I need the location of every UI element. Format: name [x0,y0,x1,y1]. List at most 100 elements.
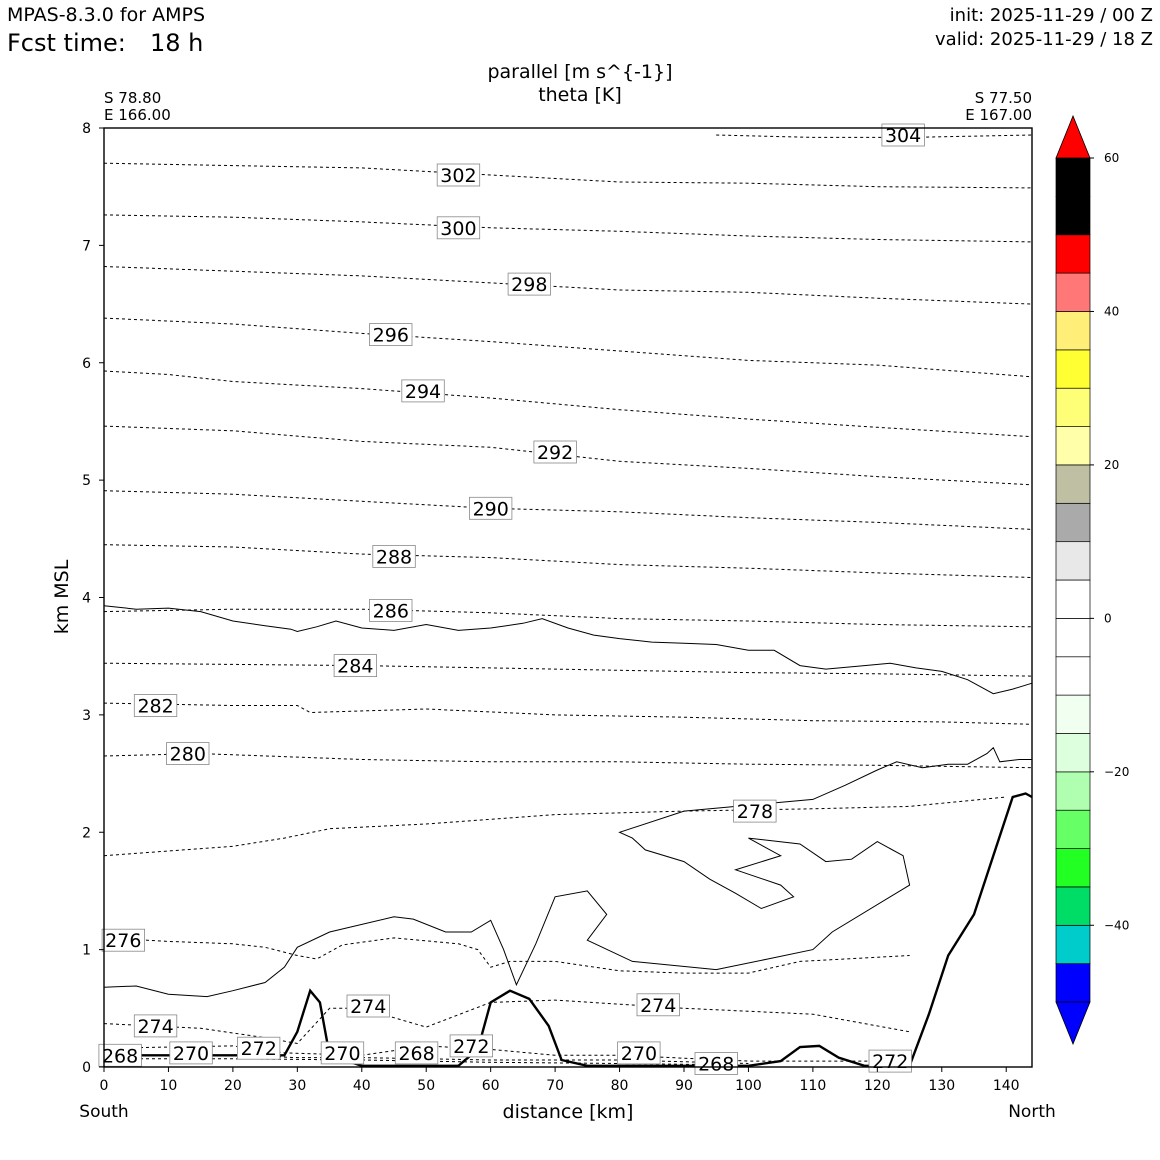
colorbar-segment-50 [1055,196,1091,236]
contour-label-box-270 [169,1041,213,1065]
contour-label-box-282 [133,694,178,717]
colorbar-segment-0 [1055,579,1091,619]
colorbar-segment-5 [1055,541,1091,581]
contour-label-box-290 [468,496,513,520]
theta-contour-300 [103,214,1033,243]
contour-label-box-300 [436,216,481,240]
colorbar-tick-label-0: 0 [1104,611,1112,625]
x-tick-label-60: 60 [482,1078,500,1094]
contour-label-268: 268 [398,1043,434,1065]
theta-contour-labels: 304 302 300 298 296 294 292 290 288 286 284 282 280 2… [98,123,925,1076]
y-tick-label-7: 7 [82,238,91,254]
contour-label-268: 268 [698,1054,734,1076]
x-tick-label-70: 70 [546,1078,564,1094]
forecast-time-label: Fcst time: [7,29,126,57]
x-tick-label-40: 40 [353,1078,371,1094]
contour-label-294: 294 [405,381,441,403]
contour-label-box-292 [533,440,577,464]
x-tick-label-80: 80 [611,1078,629,1094]
contour-label-292: 292 [537,442,573,464]
contour-label-box-284 [333,654,378,677]
theta-contour-288 [103,544,1033,578]
contour-label-box-302 [436,163,481,187]
y-tick-label-6: 6 [82,356,91,372]
colorbar-segment--25 [1055,771,1091,811]
contour-label-box-278 [733,799,777,823]
x-tick-label-110: 110 [800,1078,827,1094]
colorbar-segment--35 [1055,848,1091,888]
colorbar-under-arrow [1055,1001,1091,1046]
contour-label-274: 274 [137,1016,173,1038]
theta-contour-282 [103,702,1033,725]
colorbar-segment--30 [1055,809,1091,849]
theta-contour-294 [103,370,1033,438]
x-tick-label-100: 100 [735,1078,762,1094]
contour-label-298: 298 [511,274,547,296]
colorbar-segment-40 [1055,272,1091,312]
contour-label-270: 270 [621,1043,657,1065]
theta-contour-280 [103,753,1033,769]
theta-contours [103,134,1033,1066]
contour-label-304: 304 [885,125,921,147]
colorbar-segment-10 [1055,502,1091,543]
colorbar-segment--40 [1055,886,1091,926]
theta-contour-270 [104,1054,749,1064]
y-tick-label-1: 1 [82,943,91,959]
y-tick-label-0: 0 [82,1060,91,1076]
contour-label-box-272 [449,1034,494,1058]
contour-label-box-280 [166,742,210,765]
contour-label-284: 284 [337,656,373,678]
x-tick-label-0: 0 [100,1078,109,1094]
contour-label-box-274 [636,993,680,1017]
left-endpoint-lat: S 78.80 [104,89,161,107]
contour-label-272: 272 [453,1036,489,1058]
x-tick-label-10: 10 [160,1078,178,1094]
contour-label-270: 270 [173,1043,209,1065]
theta-contour-302 [103,162,1033,189]
colorbar-segment-35 [1055,311,1091,351]
theta-contour-276 [103,937,910,974]
contour-label-290: 290 [473,498,509,520]
contour-label-272: 272 [241,1038,277,1060]
contour-label-box-272 [236,1036,281,1060]
contour-label-286: 286 [373,600,409,622]
init-time: init: 2025-11-29 / 00 Z [949,5,1153,26]
x-tick-label-30: 30 [288,1078,306,1094]
colorbar-segment--45 [1055,924,1091,965]
contour-label-box-268 [694,1052,738,1075]
colorbar-segment-30 [1055,349,1091,389]
contour-label-274: 274 [640,995,676,1017]
contour-label-280: 280 [170,744,206,766]
y-tick-label-4: 4 [82,591,91,607]
theta-contour-304 [716,134,1033,138]
contour-label-288: 288 [376,546,412,568]
x-axis-north-label: North [1008,1102,1056,1122]
y-axis-label: km MSL [51,559,73,634]
x-tick-label-130: 130 [928,1078,955,1094]
theta-contour-296 [103,317,1033,378]
chart-title-line1: parallel [m s^{-1}] [487,61,672,83]
model-title: MPAS-8.3.0 for AMPS [7,4,206,26]
contour-label-box-270 [320,1041,365,1065]
left-endpoint-lon: E 166.00 [104,106,171,124]
y-tick-label-8: 8 [82,121,91,137]
x-axis-label: distance [km] [503,1101,634,1123]
x-axis-south-label: South [79,1102,128,1122]
theta-contour-286 [103,608,1033,628]
colorbar-segment-25 [1055,387,1091,427]
contour-label-box-296 [369,323,413,347]
contour-label-282: 282 [137,696,173,718]
contour-label-296: 296 [373,325,409,347]
contour-label-302: 302 [440,165,476,187]
colorbar-over-arrow [1055,114,1091,159]
wind-zero-contour-1 [103,746,1032,998]
contour-label-278: 278 [737,801,773,823]
theta-contour-284 [103,662,1033,677]
contour-label-box-298 [507,272,552,296]
y-tick-label-5: 5 [82,473,91,489]
x-tick-label-90: 90 [675,1078,693,1094]
colorbar: 60 40 20 0 −20 −40 [1055,114,1129,1046]
contour-label-box-274 [346,994,390,1018]
colorbar-tick-label-20: 20 [1104,458,1119,472]
